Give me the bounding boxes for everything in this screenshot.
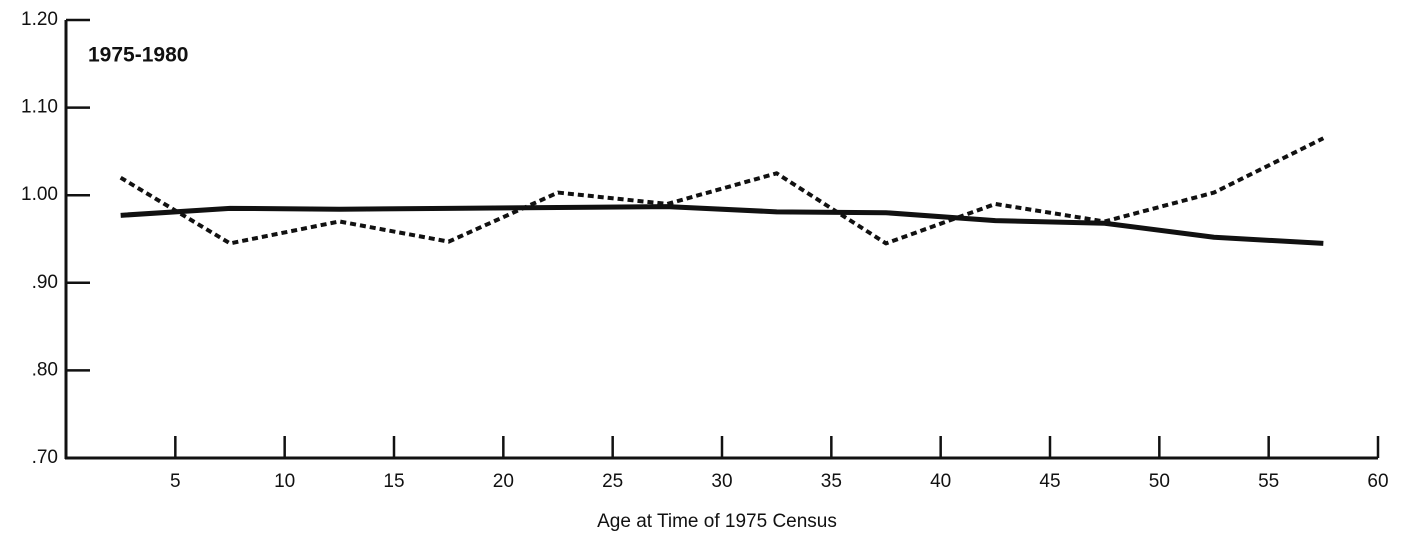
y-tick-label: 1.10 <box>21 97 58 118</box>
x-tick-label: 55 <box>1258 471 1279 492</box>
solid-line <box>120 204 1324 246</box>
y-tick-label: .90 <box>32 272 58 293</box>
period-label: 1975-1980 <box>88 44 188 67</box>
x-tick-label: 35 <box>821 471 842 492</box>
y-tick-label: .80 <box>32 359 58 380</box>
x-tick-label: 40 <box>930 471 951 492</box>
x-tick-label: 50 <box>1149 471 1170 492</box>
x-tick-label: 60 <box>1367 471 1388 492</box>
x-axis-label: Age at Time of 1975 Census <box>597 511 837 532</box>
x-tick-label: 45 <box>1039 471 1060 492</box>
x-tick-label: 20 <box>493 471 514 492</box>
x-tick-label: 10 <box>274 471 295 492</box>
x-tick-label: 15 <box>383 471 404 492</box>
y-tick-label: .70 <box>32 447 58 468</box>
x-tick-label: 30 <box>711 471 732 492</box>
x-tick-label: 5 <box>170 471 181 492</box>
dashed-line <box>119 136 1325 246</box>
y-tick-label: 1.00 <box>21 184 58 205</box>
x-tick-label: 25 <box>602 471 623 492</box>
y-tick-label: 1.20 <box>21 9 58 30</box>
